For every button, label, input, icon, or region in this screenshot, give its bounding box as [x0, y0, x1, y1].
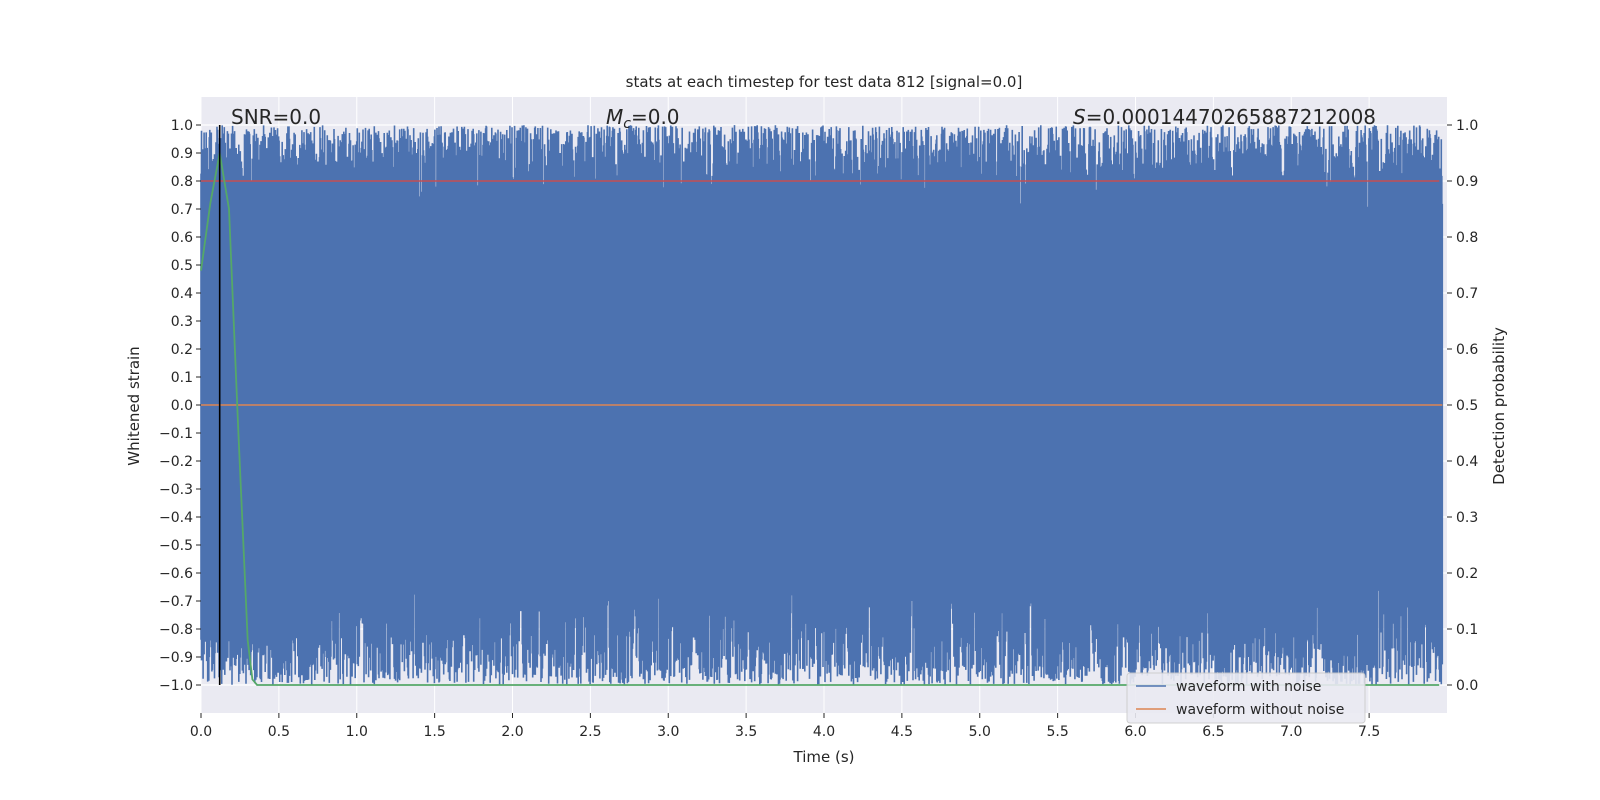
- x-tick-label-15: 7.5: [1358, 724, 1380, 740]
- legend-label-clean: waveform without noise: [1176, 702, 1344, 718]
- chirp-mass-annotation: Mc=0.0: [606, 105, 680, 132]
- y-tick-label-5: 0.5: [171, 258, 193, 274]
- y-right-tick-label-3: 0.7: [1456, 286, 1478, 302]
- legend-label-noise: waveform with noise: [1176, 679, 1321, 695]
- snr-annotation: SNR=0.0: [231, 105, 321, 129]
- legend: waveform with noise waveform without noi…: [1126, 672, 1366, 724]
- series-lines: [200, 125, 1443, 686]
- y-right-tick-label-9: 0.1: [1456, 622, 1478, 638]
- y-right-tick-label-0: 1.0: [1456, 118, 1478, 134]
- x-tick-label-0: 0.0: [190, 724, 212, 740]
- y-tick-label-6: 0.4: [171, 286, 193, 302]
- legend-box: [1126, 672, 1366, 724]
- y-right-tick-label-10: 0.0: [1456, 678, 1478, 694]
- y-tick-label-2: 0.8: [171, 174, 193, 190]
- y-right-tick-label-1: 0.9: [1456, 174, 1478, 190]
- y-tick-label-18: −0.8: [159, 622, 193, 638]
- x-tick-label-13: 6.5: [1202, 724, 1224, 740]
- noise-waveform: [200, 125, 1444, 686]
- y-right-tick-label-4: 0.6: [1456, 342, 1478, 358]
- y-tick-label-7: 0.3: [171, 314, 193, 330]
- y-tick-label-8: 0.2: [171, 342, 193, 358]
- x-tick-label-14: 7.0: [1280, 724, 1302, 740]
- y-tick-label-19: −0.9: [159, 650, 193, 666]
- series-waveform-with-noise: [200, 125, 1444, 686]
- x-tick-label-10: 5.0: [969, 724, 991, 740]
- s-value: =0.00014470265887212008: [1086, 105, 1376, 129]
- y-tick-label-13: −0.3: [159, 482, 193, 498]
- y-tick-label-3: 0.7: [171, 202, 193, 218]
- chart-title: stats at each timestep for test data 812…: [626, 73, 1023, 91]
- y-tick-label-17: −0.7: [159, 594, 193, 610]
- x-tick-label-4: 2.0: [501, 724, 523, 740]
- x-tick-label-1: 0.5: [268, 724, 290, 740]
- chirp-mass-subscript: c: [623, 116, 631, 132]
- x-tick-label-2: 1.0: [346, 724, 368, 740]
- y-tick-label-12: −0.2: [159, 454, 193, 470]
- y-axis-label-left: Whitened strain: [125, 346, 143, 465]
- x-tick-label-11: 5.5: [1046, 724, 1068, 740]
- series-detection-probability: [200, 152, 1440, 686]
- y-tick-label-14: −0.4: [159, 510, 193, 526]
- y-tick-label-20: −1.0: [159, 678, 193, 694]
- y-tick-label-9: 0.1: [171, 370, 193, 386]
- y-right-tick-label-2: 0.8: [1456, 230, 1478, 246]
- x-tick-label-8: 4.0: [813, 724, 835, 740]
- y-tick-label-11: −0.1: [159, 426, 193, 442]
- y-tick-label-15: −0.5: [159, 538, 193, 554]
- s-symbol: S: [1073, 105, 1086, 129]
- y-tick-label-10: 0.0: [171, 398, 193, 414]
- y-right-tick-label-8: 0.2: [1456, 566, 1478, 582]
- x-tick-label-3: 1.5: [423, 724, 445, 740]
- x-tick-label-5: 2.5: [579, 724, 601, 740]
- x-tick-label-12: 6.0: [1124, 724, 1146, 740]
- x-tick-label-6: 3.0: [657, 724, 679, 740]
- y-axis-label-right: Detection probability: [1490, 327, 1508, 485]
- y-tick-label-16: −0.6: [159, 566, 193, 582]
- y-tick-label-0: 1.0: [171, 118, 193, 134]
- x-tick-label-7: 3.5: [735, 724, 757, 740]
- s-annotation: S=0.00014470265887212008: [1073, 105, 1376, 129]
- chirp-mass-value: =0.0: [631, 105, 680, 129]
- chirp-mass-symbol: M: [606, 105, 623, 129]
- y-right-tick-label-6: 0.4: [1456, 454, 1478, 470]
- y-right-tick-label-7: 0.3: [1456, 510, 1478, 526]
- y-right-tick-label-5: 0.5: [1456, 398, 1478, 414]
- tick-labels: 0.0 0.5 1.0 1.5 2.0 2.5 3.0 3.5 4.0 4.5 5.0 5.5 6.0 6…: [159, 118, 1478, 740]
- y-tick-label-4: 0.6: [171, 230, 193, 246]
- y-tick-label-1: 0.9: [171, 146, 193, 162]
- x-axis-label: Time (s): [793, 748, 855, 766]
- x-tick-label-9: 4.5: [891, 724, 913, 740]
